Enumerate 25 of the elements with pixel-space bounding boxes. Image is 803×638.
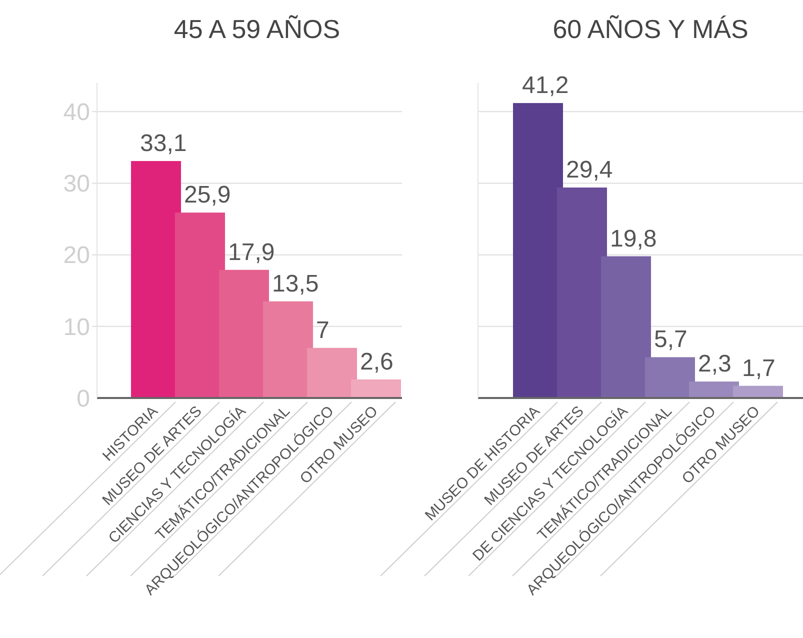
- data-label: 41,2: [522, 72, 569, 100]
- data-label: 1,7: [742, 354, 776, 382]
- data-label: 19,8: [610, 225, 657, 252]
- data-label: 7: [316, 316, 330, 344]
- data-label: 25,9: [184, 182, 231, 209]
- chart-title: 45 A 59 AÑOS: [174, 14, 340, 44]
- bar: [351, 379, 401, 398]
- data-label: 2,6: [360, 348, 394, 376]
- data-label: 33,1: [140, 130, 187, 158]
- bar: [513, 103, 563, 398]
- bar: [601, 256, 651, 398]
- chart-title: 60 AÑOS Y MÁS: [552, 14, 748, 44]
- data-label: 29,4: [566, 156, 613, 184]
- data-label: 2,3: [698, 350, 732, 378]
- bar: [645, 357, 695, 398]
- bar: [263, 301, 313, 398]
- bar: [219, 270, 269, 398]
- bar: [131, 161, 181, 398]
- bar: [733, 386, 783, 398]
- bar: [175, 212, 225, 398]
- bar: [307, 348, 357, 398]
- data-label: 13,5: [272, 270, 319, 298]
- data-label: 5,7: [654, 326, 688, 354]
- data-label: 17,9: [228, 238, 275, 266]
- bar: [557, 188, 607, 398]
